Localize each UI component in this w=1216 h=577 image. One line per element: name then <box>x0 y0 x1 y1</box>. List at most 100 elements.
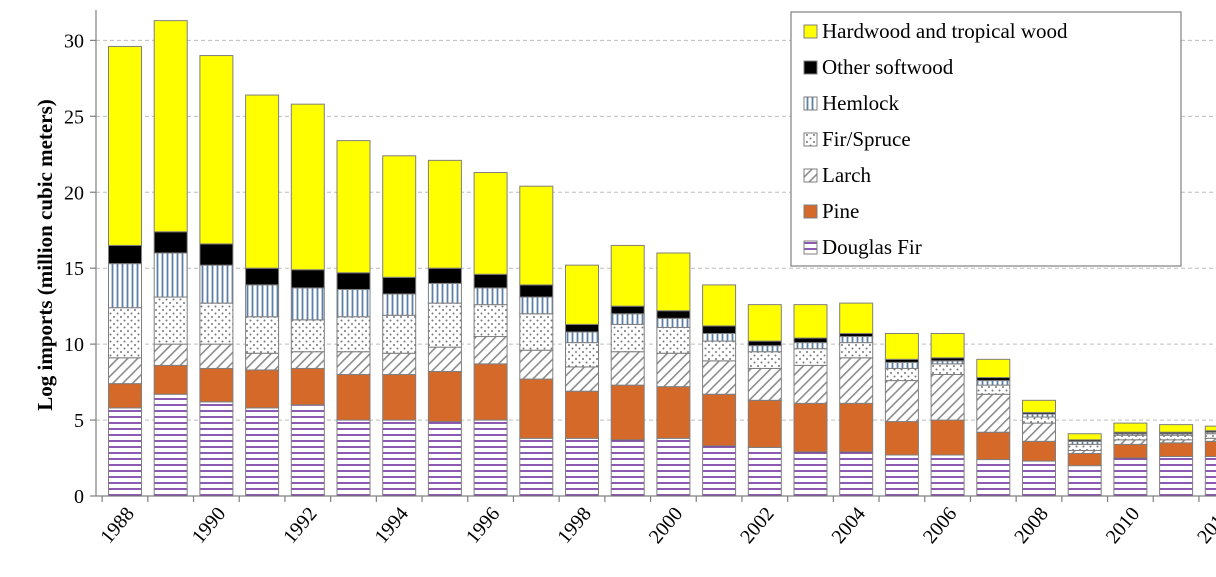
bar-segment-douglas-fir-2003 <box>793 451 828 497</box>
bar-segment-larch-2012 <box>1204 437 1216 442</box>
bar-segment-other-softwood-1991 <box>245 267 280 286</box>
bar-segment-douglas-fir-1988 <box>108 407 142 497</box>
bar-segment-hardwood-and-tropical-wood-1999 <box>610 244 645 307</box>
bar-segment-hardwood-and-tropical-wood-2006 <box>930 332 965 359</box>
bar-segment-pine-2001 <box>702 393 737 447</box>
bar-segment-fir-spruce-1989 <box>153 296 188 345</box>
bar-segment-douglas-fir-2006 <box>930 454 965 497</box>
bar-segment-hemlock-1994 <box>382 293 417 316</box>
bar-segment-fir-spruce-2009 <box>1067 443 1102 451</box>
bar-segment-hardwood-and-tropical-wood-2010 <box>1113 422 1148 433</box>
bar-segment-hemlock-2012 <box>1204 431 1216 435</box>
bar-segment-hardwood-and-tropical-wood-1989 <box>153 20 188 233</box>
bar-segment-hardwood-and-tropical-wood-1994 <box>382 155 417 278</box>
bar-segment-pine-2008 <box>1022 440 1056 462</box>
bar-segment-douglas-fir-1993 <box>336 419 371 497</box>
bar-segment-other-softwood-1996 <box>473 273 508 289</box>
y-tick-label: 10 <box>64 334 84 356</box>
bar-segment-other-softwood-1990 <box>199 243 234 266</box>
x-tick-label: 1990 <box>188 503 231 548</box>
bar-segment-douglas-fir-1997 <box>519 437 554 497</box>
y-tick-label: 5 <box>74 410 84 432</box>
bar-segment-hardwood-and-tropical-wood-2005 <box>884 332 919 360</box>
bar-segment-larch-2010 <box>1113 439 1148 445</box>
bar-segment-hardwood-and-tropical-wood-1991 <box>245 94 280 269</box>
bar-segment-fir-spruce-1996 <box>473 304 508 338</box>
bar-segment-pine-2012 <box>1204 440 1216 458</box>
bar-segment-pine-2010 <box>1113 443 1148 459</box>
bar-segment-pine-1990 <box>199 367 234 403</box>
bar-segment-fir-spruce-2006 <box>930 363 965 375</box>
x-tick-label: 1988 <box>96 503 139 548</box>
bar-segment-other-softwood-1992 <box>290 269 325 289</box>
bar-segment-hemlock-2003 <box>793 342 828 350</box>
bar-segment-larch-2007 <box>976 393 1011 433</box>
bar-segment-fir-spruce-2010 <box>1113 434 1148 441</box>
legend-box <box>790 11 1182 267</box>
bar-segment-larch-1999 <box>610 351 645 386</box>
bar-segment-douglas-fir-1999 <box>610 439 645 497</box>
legend-swatch <box>803 96 818 111</box>
bar-segment-fir-spruce-1992 <box>290 319 325 353</box>
legend-label: Hemlock <box>822 91 899 115</box>
bar-segment-other-softwood-1999 <box>610 305 645 315</box>
bar-segment-fir-spruce-1990 <box>199 302 234 345</box>
bar-segment-hemlock-2004 <box>839 336 874 344</box>
bar-segment-douglas-fir-1995 <box>427 421 462 497</box>
bar-segment-fir-spruce-2004 <box>839 342 874 359</box>
bar-segment-fir-spruce-1994 <box>382 314 417 354</box>
bar-segment-fir-spruce-2007 <box>976 384 1011 395</box>
bar-segment-fir-spruce-2008 <box>1022 416 1056 424</box>
bar-segment-pine-1992 <box>290 367 325 406</box>
bar-segment-hemlock-1996 <box>473 287 508 306</box>
bar-segment-douglas-fir-1989 <box>153 393 188 497</box>
bar-segment-larch-1995 <box>427 346 462 372</box>
bar-segment-hemlock-2001 <box>702 332 737 342</box>
bar-segment-hardwood-and-tropical-wood-2007 <box>976 358 1011 379</box>
bar-segment-pine-2007 <box>976 431 1011 461</box>
bar-segment-larch-1993 <box>336 351 371 375</box>
bar-segment-hardwood-and-tropical-wood-1992 <box>290 103 325 271</box>
x-tick-label: 1994 <box>370 503 413 548</box>
bar-segment-fir-spruce-2012 <box>1204 433 1216 439</box>
bar-segment-hardwood-and-tropical-wood-2002 <box>747 304 782 342</box>
bar-segment-other-softwood-1988 <box>108 244 142 265</box>
legend: Hardwood and tropical wood Other softwood… <box>790 11 1182 267</box>
bar-segment-fir-spruce-2002 <box>747 351 782 369</box>
bar-segment-larch-2002 <box>747 367 782 401</box>
bar-segment-hemlock-1990 <box>199 264 234 304</box>
bar-segment-fir-spruce-2001 <box>702 340 737 362</box>
x-tick-label: 2008 <box>1010 503 1053 548</box>
bar-segment-hemlock-1993 <box>336 288 371 318</box>
axes <box>90 10 1216 502</box>
bar-segment-hemlock-2002 <box>747 345 782 353</box>
bars-layer <box>108 20 1216 497</box>
bar-segment-douglas-fir-2010 <box>1113 457 1148 497</box>
bar-segment-fir-spruce-2011 <box>1159 434 1194 441</box>
y-tick-label: 25 <box>64 106 84 128</box>
legend-label: Douglas Fir <box>822 235 922 259</box>
x-tick-label: 2000 <box>645 503 688 548</box>
bar-segment-other-softwood-2012 <box>1204 430 1216 433</box>
bar-segment-fir-spruce-1993 <box>336 316 371 353</box>
bar-segment-larch-2003 <box>793 364 828 404</box>
y-tick-labels: 0 5 10 15 20 25 30 <box>64 30 84 508</box>
bar-segment-douglas-fir-2007 <box>976 459 1011 497</box>
bar-segment-pine-1994 <box>382 374 417 421</box>
bar-segment-larch-2006 <box>930 374 965 421</box>
y-tick-label: 20 <box>64 182 84 204</box>
bar-segment-douglas-fir-1998 <box>565 437 599 497</box>
bar-segment-larch-1988 <box>108 357 142 385</box>
bar-segment-fir-spruce-2003 <box>793 348 828 366</box>
bar-segment-fir-spruce-1998 <box>565 342 599 368</box>
bar-segment-hardwood-and-tropical-wood-2000 <box>656 252 691 312</box>
bar-segment-hardwood-and-tropical-wood-1998 <box>565 264 599 325</box>
bar-segment-pine-2000 <box>656 386 691 439</box>
bar-segment-douglas-fir-2012 <box>1204 456 1216 497</box>
bar-segment-pine-1993 <box>336 374 371 421</box>
bar-segment-hardwood-and-tropical-wood-2004 <box>839 302 874 334</box>
bar-segment-pine-1995 <box>427 370 462 423</box>
bar-segment-pine-1988 <box>108 383 142 409</box>
bar-segment-larch-2004 <box>839 357 874 404</box>
bar-segment-other-softwood-2002 <box>747 340 782 347</box>
